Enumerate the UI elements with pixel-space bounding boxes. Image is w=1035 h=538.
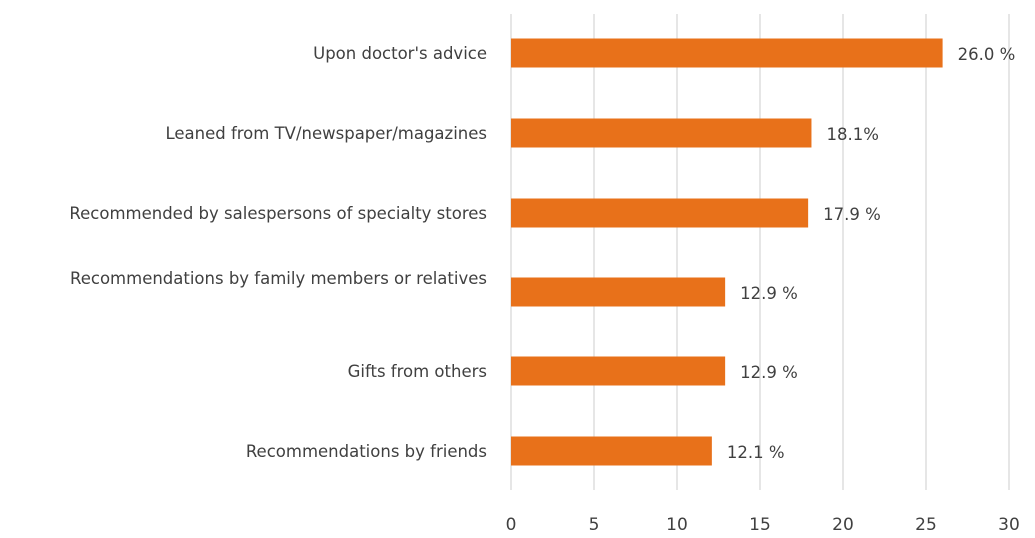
bars <box>511 38 943 466</box>
x-tick-label: 20 <box>832 515 854 535</box>
x-tick-label: 15 <box>749 515 771 535</box>
category-label: Leaned from TV/newspaper/magazines <box>165 124 487 143</box>
data-label: 26.0 % <box>958 45 1016 64</box>
bar <box>511 356 726 386</box>
category-label: Recommended by salespersons of specialty… <box>69 204 487 223</box>
gridlines <box>510 14 1010 490</box>
value-labels: 26.0 % 18.1% 17.9 % 12.9 % 12.9 % 12.1 % <box>727 45 1015 462</box>
x-tick-label: 30 <box>998 515 1020 535</box>
category-label: Recommendations by family members or rel… <box>70 269 487 288</box>
bar <box>511 277 726 307</box>
data-label: 12.9 % <box>740 363 798 382</box>
data-label: 12.9 % <box>740 284 798 303</box>
x-axis-ticks: 0 5 10 15 20 25 30 <box>506 515 1020 535</box>
category-label: Recommendations by friends <box>246 442 487 461</box>
category-label: Upon doctor's advice <box>313 44 487 63</box>
category-label: Gifts from others <box>348 362 487 381</box>
x-tick-label: 10 <box>666 515 688 535</box>
x-tick-label: 5 <box>589 515 600 535</box>
category-labels: Upon doctor's advice Leaned from TV/newsp… <box>69 44 487 461</box>
bar <box>511 38 943 68</box>
bar <box>511 118 812 148</box>
bar <box>511 436 712 466</box>
x-tick-label: 25 <box>915 515 937 535</box>
data-label: 18.1% <box>826 125 878 144</box>
x-tick-label: 0 <box>506 515 517 535</box>
data-label: 12.1 % <box>727 443 785 462</box>
data-label: 17.9 % <box>823 205 881 224</box>
bar <box>511 198 809 228</box>
